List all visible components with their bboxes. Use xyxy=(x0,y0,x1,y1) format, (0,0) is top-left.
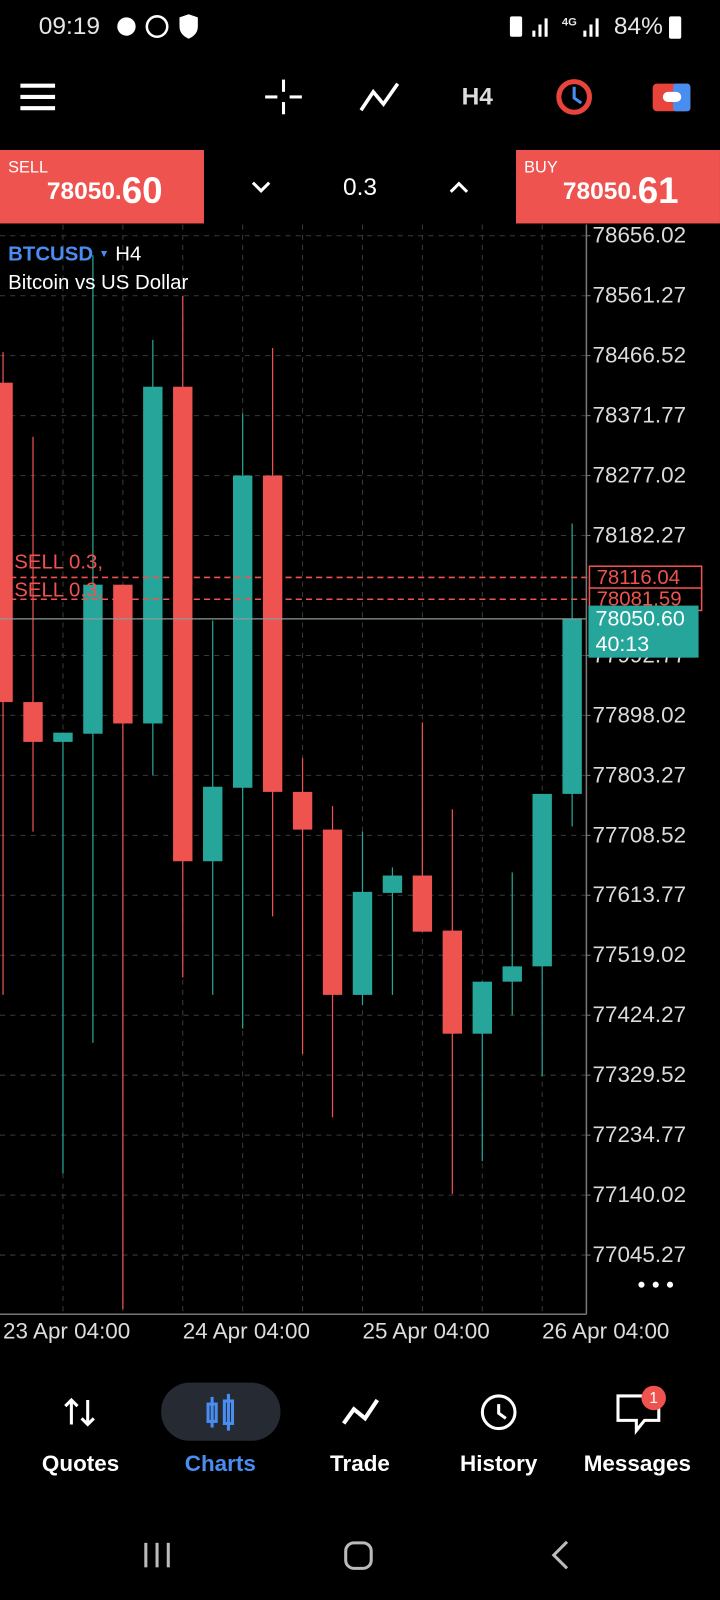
sell-button[interactable] xyxy=(0,149,204,224)
y-tick-label: 77519.02 xyxy=(593,942,687,967)
timeframe-button[interactable]: H4 xyxy=(462,83,494,110)
countdown: 40:13 xyxy=(596,632,650,656)
x-tick-label: 23 Apr 04:00 xyxy=(3,1319,130,1344)
candle-body xyxy=(292,791,313,830)
candle-body xyxy=(442,930,463,1034)
grid: 78656.02 78561.27 78466.52 78371.77 78277.02… xyxy=(0,223,686,1344)
candle-body xyxy=(502,966,522,982)
symbol-description: Bitcoin vs US Dollar xyxy=(8,272,188,294)
volume-down[interactable] xyxy=(251,181,271,193)
trade-icon xyxy=(342,1398,380,1425)
x-tick-label: 24 Apr 04:00 xyxy=(183,1319,310,1344)
battery: 84% xyxy=(614,13,663,40)
network: 4G xyxy=(562,16,577,28)
y-tick-label: 77708.52 xyxy=(593,822,687,847)
y-tick-label: 78371.77 xyxy=(593,403,687,428)
y-tick-label: 78182.27 xyxy=(593,522,687,547)
candle-body xyxy=(143,386,163,724)
clock: 09:19 xyxy=(39,13,100,40)
status-icon xyxy=(117,17,136,36)
candle-body xyxy=(472,981,492,1034)
candle-body xyxy=(173,386,193,862)
nav-label[interactable]: Quotes xyxy=(42,1451,119,1476)
sell-label: SELL xyxy=(8,159,48,177)
menu-button[interactable] xyxy=(20,83,56,111)
candle-body xyxy=(53,732,73,742)
y-tick-label: 77140.02 xyxy=(593,1182,687,1207)
indicators-button[interactable] xyxy=(359,82,400,112)
content: 09:19 4G 84% H4 SELL 78050.60 0.3 BUY 78… xyxy=(0,13,720,1570)
current-price-box xyxy=(588,605,699,658)
nav-label[interactable]: Charts xyxy=(185,1451,256,1476)
status-icon xyxy=(145,15,169,39)
overlay: SELL 0.3, 78116.04 SELL 0.3, 78081.5978050.… xyxy=(0,552,703,658)
y-tick-label: 77234.77 xyxy=(593,1122,687,1147)
buy-price: 78050.61 xyxy=(563,170,679,211)
system-nav xyxy=(144,1540,569,1570)
candles xyxy=(0,255,582,1310)
y-tick-label: 77329.52 xyxy=(593,1062,687,1087)
y-tick-label: 77613.77 xyxy=(593,882,687,907)
sell-price-big: 60 xyxy=(122,170,163,211)
x-tick-label: 26 Apr 04:00 xyxy=(542,1319,669,1344)
current-price: 78050.60 xyxy=(596,607,685,631)
candle-body xyxy=(232,475,253,788)
history-icon xyxy=(480,1394,517,1431)
status-icon xyxy=(179,14,198,39)
y-tick-label: 77898.02 xyxy=(593,702,687,727)
position-label: SELL 0.3, xyxy=(14,552,103,574)
position-price: 78116.04 xyxy=(597,567,681,589)
bottom-nav: 1 Quotes Charts Trade History Messages xyxy=(42,1382,691,1476)
y-tick-label: 77803.27 xyxy=(593,762,687,787)
candle-body xyxy=(382,875,403,893)
chart-timeframe: H4 xyxy=(115,243,141,265)
candle-body xyxy=(322,829,343,995)
position-label: SELL 0.3, xyxy=(14,579,103,601)
sell-price-main: 78050. xyxy=(47,178,122,205)
crosshair-button[interactable] xyxy=(265,79,302,115)
candle-body xyxy=(412,875,433,932)
badge xyxy=(641,1385,666,1411)
y-tick-label: 78561.27 xyxy=(593,283,687,308)
candle-body xyxy=(83,584,103,734)
volume[interactable]: 0.3 xyxy=(343,174,377,201)
charts-icon xyxy=(206,1393,235,1431)
candle-body xyxy=(0,382,13,703)
badge-count: 1 xyxy=(649,1390,658,1407)
buy-price-big: 61 xyxy=(638,170,679,211)
active-pill xyxy=(161,1382,281,1441)
buy-price-main: 78050. xyxy=(563,178,638,205)
y-tick-label: 78277.02 xyxy=(593,463,687,488)
nav-label[interactable]: Trade xyxy=(330,1451,390,1476)
y-tick-label: 77045.27 xyxy=(593,1242,687,1267)
candle-body xyxy=(113,584,133,724)
nav-label[interactable]: History xyxy=(460,1451,538,1476)
buy-label: BUY xyxy=(524,159,558,177)
y-tick-label: 78466.52 xyxy=(593,343,687,368)
nav-label[interactable]: Messages xyxy=(584,1451,691,1476)
more-button[interactable] xyxy=(638,1281,674,1288)
candle-body xyxy=(23,702,43,742)
x-tick-label: 25 Apr 04:00 xyxy=(362,1319,489,1344)
clock-button[interactable] xyxy=(556,79,592,115)
candle-body xyxy=(562,618,582,794)
y-tick-label: 78656.02 xyxy=(593,223,687,248)
candle-body xyxy=(352,891,373,995)
buy-button[interactable] xyxy=(516,149,720,224)
sell-price: 78050.60 xyxy=(47,170,163,211)
y-tick-label: 77424.27 xyxy=(593,1002,687,1027)
candle-body xyxy=(203,786,223,862)
volume-up[interactable] xyxy=(449,181,469,193)
position-price: 78081.59 xyxy=(597,589,682,611)
symbol[interactable]: BTCUSD xyxy=(8,243,93,265)
quotes-icon xyxy=(64,1397,95,1427)
candle-body xyxy=(262,475,283,792)
signal-icons xyxy=(509,16,682,39)
candle-body xyxy=(532,793,552,967)
